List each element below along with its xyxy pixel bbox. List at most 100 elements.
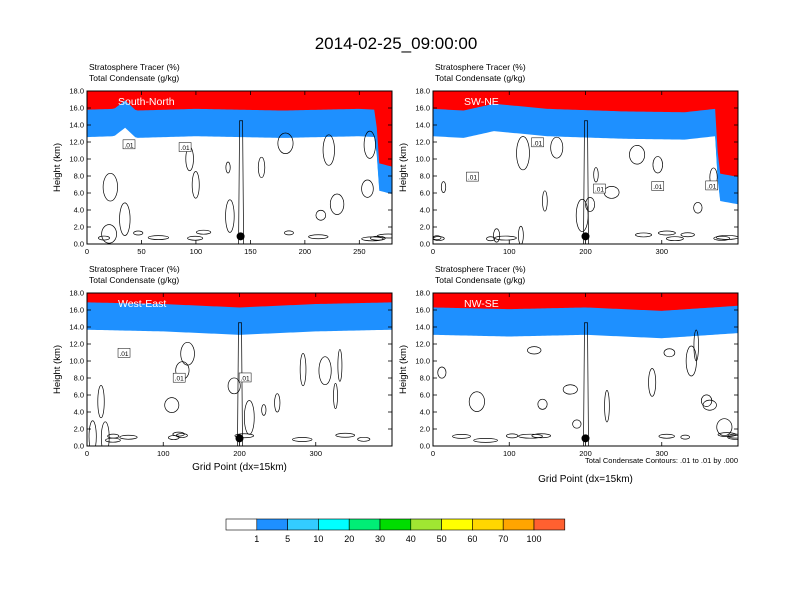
contour-cell	[243, 400, 255, 435]
contour-label: .01	[705, 180, 718, 191]
convective-column-contour	[583, 120, 589, 244]
y-tick-label: 8.0	[74, 172, 84, 181]
colorbar-label: 20	[344, 534, 354, 544]
colorbar-label: 30	[375, 534, 385, 544]
contour-cell	[468, 391, 485, 412]
contour-cell	[277, 132, 294, 154]
panel-direction-label: NW-SE	[464, 298, 499, 310]
panel-header-condensate: Total Condensate (g/kg)	[89, 73, 179, 83]
contour-cell-low	[234, 433, 255, 439]
contour-cell-low	[713, 235, 731, 241]
contour-label-box	[593, 183, 606, 194]
y-tick-label: 16.0	[415, 306, 430, 315]
y-tick-label: 4.0	[74, 408, 84, 417]
colorbar-swatch	[379, 518, 412, 531]
contour-cell	[585, 197, 595, 212]
contour-cell-low	[531, 433, 552, 439]
x-tick-label: 150	[244, 247, 257, 256]
y-tick-label: 4.0	[74, 206, 84, 215]
contour-label: .01	[172, 372, 186, 383]
contour-cell-low	[486, 236, 496, 242]
contour-cell-low	[635, 232, 653, 238]
y-tick-label: 2.0	[420, 425, 430, 434]
contour-cell	[164, 397, 180, 413]
contour-cell	[516, 136, 530, 171]
contour-cell-low	[370, 235, 386, 241]
contour-cell-low	[452, 434, 471, 439]
contour-cell-low	[175, 433, 188, 438]
contour-cell	[629, 145, 646, 165]
contour-label-text: .01	[181, 145, 190, 152]
y-tick-label: 18.0	[415, 289, 430, 298]
contour-cell-low	[187, 235, 204, 241]
contour-cell	[225, 161, 231, 174]
x-axis-label: Grid Point (dx=15km)	[192, 462, 287, 473]
panel-header-tracer: Stratosphere Tracer (%)	[89, 264, 180, 274]
panels-group: Stratosphere Tracer (%)Total Condensate …	[52, 62, 739, 485]
y-tick-label: 14.0	[415, 121, 430, 130]
contour-cell	[652, 156, 663, 174]
y-tick-label: 0.0	[420, 240, 430, 249]
contour-label-box	[705, 180, 718, 191]
location-marker	[235, 434, 244, 443]
contour-cell-low	[727, 435, 738, 440]
contour-label: .01	[593, 183, 606, 194]
contour-cell-low	[357, 436, 371, 442]
x-tick-label: 300	[655, 247, 668, 256]
contour-cell	[257, 156, 266, 179]
x-tick-label: 200	[299, 247, 312, 256]
colorbar-label: 5	[285, 534, 290, 544]
location-marker	[236, 232, 245, 241]
contour-cell	[562, 384, 578, 395]
colorbar-swatch	[410, 518, 442, 531]
panel-header-tracer: Stratosphere Tracer (%)	[435, 264, 526, 274]
y-tick-label: 12.0	[69, 138, 84, 147]
x-tick-label: 0	[431, 247, 435, 256]
contour-cell	[685, 345, 697, 377]
contour-cell-low	[680, 434, 690, 440]
x-tick-label: 100	[157, 449, 170, 458]
contour-label: .01	[238, 372, 252, 382]
colorbar-label: 70	[498, 534, 508, 544]
contour-cell	[333, 382, 338, 409]
y-tick-label: 10.0	[69, 357, 84, 366]
contour-cell	[572, 419, 582, 429]
y-tick-label: 8.0	[74, 374, 84, 383]
y-tick-label: 18.0	[69, 87, 84, 96]
y-axis-label: Height (km)	[398, 345, 409, 394]
x-tick-label: 100	[190, 247, 203, 256]
x-tick-label: 300	[655, 449, 668, 458]
contour-cell	[440, 181, 447, 193]
y-axis-label: Height (km)	[52, 143, 63, 192]
contour-cell-low	[727, 433, 738, 439]
contour-label-box	[466, 171, 479, 182]
contour-label-box	[117, 348, 131, 358]
contour-cell	[493, 228, 501, 243]
contour-cell	[603, 186, 620, 199]
contour-cell	[716, 418, 733, 436]
contour-cell	[693, 202, 703, 214]
contour-cell	[663, 348, 676, 358]
contour-label-box	[122, 139, 136, 150]
condensate-contours	[433, 120, 738, 244]
colorbar-label: 60	[467, 534, 477, 544]
contour-cell-low	[308, 234, 329, 240]
stratosphere-core	[87, 91, 392, 167]
y-tick-label: 16.0	[69, 306, 84, 315]
panel-header-condensate: Total Condensate (g/kg)	[89, 275, 179, 285]
contour-cell-low	[473, 438, 498, 443]
contour-label-text: .01	[124, 142, 133, 149]
y-tick-label: 8.0	[420, 374, 430, 383]
panel-south-north: Stratosphere Tracer (%)Total Condensate …	[52, 62, 393, 256]
colorbar-swatch	[287, 518, 319, 531]
contour-cell-low	[107, 433, 120, 439]
contour-cell-low	[172, 431, 185, 437]
colorbar-label: 100	[526, 534, 541, 544]
location-marker	[581, 434, 590, 443]
contour-cell	[225, 199, 235, 233]
contour-cell	[315, 209, 327, 221]
y-tick-label: 12.0	[415, 138, 430, 147]
contour-cell-low	[680, 232, 695, 238]
x-tick-label: 100	[503, 247, 516, 256]
